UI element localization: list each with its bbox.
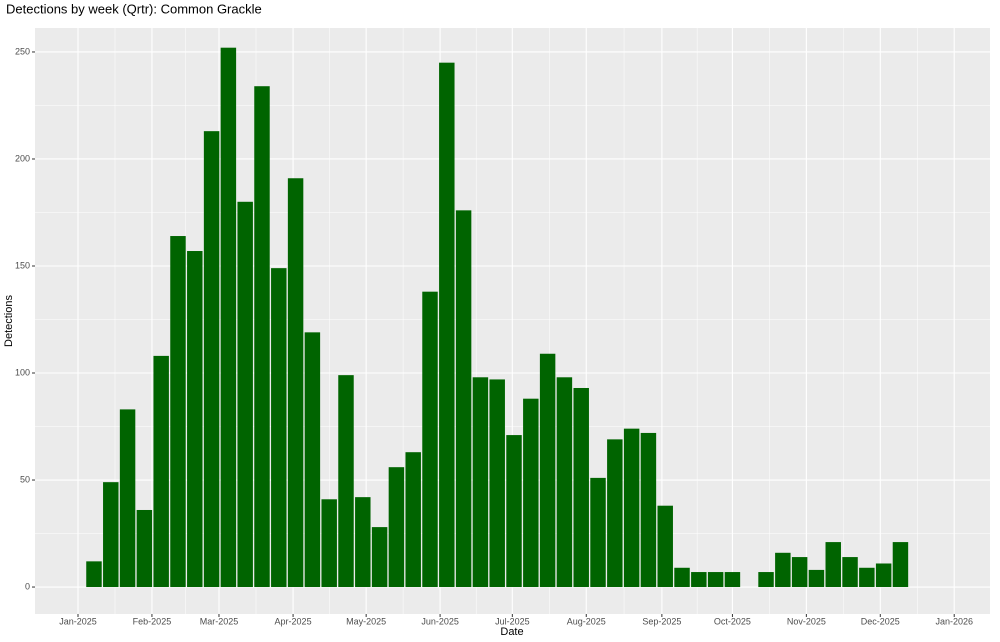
- y-tick-label: 200: [15, 153, 30, 163]
- bar: [254, 86, 270, 588]
- y-tick-label: 250: [15, 46, 30, 56]
- bar: [304, 332, 321, 588]
- x-tick-label: Jan-2025: [59, 616, 97, 626]
- bar: [539, 353, 556, 588]
- bar: [523, 398, 539, 588]
- bar: [691, 572, 707, 588]
- bar: [388, 467, 405, 588]
- x-tick-label: Mar-2025: [200, 616, 239, 626]
- y-tick-label: 50: [20, 474, 30, 484]
- bar: [875, 563, 892, 588]
- bar: [607, 439, 623, 588]
- x-tick-label: Feb-2025: [133, 616, 172, 626]
- bar: [405, 452, 421, 588]
- x-tick-label: Jul-2025: [495, 616, 530, 626]
- x-tick-label: Dec-2025: [861, 616, 900, 626]
- y-axis-label: Detections: [3, 295, 15, 347]
- bar: [573, 387, 589, 588]
- x-tick-label: Jun-2025: [421, 616, 459, 626]
- y-tick-label: 150: [15, 260, 30, 270]
- bar: [758, 572, 774, 588]
- x-axis-label: Date: [500, 626, 523, 638]
- bar: [707, 572, 724, 588]
- bar: [439, 62, 455, 588]
- bar: [791, 557, 808, 588]
- bar: [355, 497, 371, 588]
- bar: [153, 355, 169, 588]
- bar: [472, 377, 489, 588]
- bar: [271, 268, 287, 588]
- bar: [103, 482, 119, 588]
- chart-title: Detections by week (Qrtr): Common Grackl…: [6, 1, 262, 16]
- bar: [321, 499, 337, 588]
- bar: [287, 178, 304, 588]
- x-tick-label: Oct-2025: [714, 616, 751, 626]
- bar: [86, 561, 102, 588]
- bar: [455, 210, 472, 588]
- bar: [674, 567, 690, 588]
- bar: [422, 291, 438, 588]
- bar: [203, 131, 220, 588]
- x-tick-label: Sep-2025: [642, 616, 681, 626]
- bar: [506, 435, 522, 588]
- bar: [623, 428, 640, 588]
- bar: [220, 47, 237, 588]
- bar: [590, 477, 606, 588]
- x-tick-label: May-2025: [346, 616, 386, 626]
- bar: [170, 236, 186, 588]
- y-tick-label: 0: [25, 581, 30, 591]
- x-tick-label: Nov-2025: [787, 616, 826, 626]
- bar: [808, 569, 825, 588]
- bar: [640, 432, 657, 588]
- bar: [657, 505, 673, 588]
- bar: [136, 509, 153, 588]
- bar: [237, 201, 253, 588]
- bar: [775, 552, 791, 588]
- x-tick-label: Aug-2025: [567, 616, 606, 626]
- bar: [724, 572, 741, 588]
- bar: [338, 375, 354, 588]
- bar: [556, 377, 573, 588]
- bar: [859, 567, 875, 588]
- y-tick-label: 100: [15, 367, 30, 377]
- bar: [842, 557, 858, 588]
- bar: [119, 409, 136, 588]
- x-tick-label: Jan-2026: [935, 616, 973, 626]
- bar: [892, 542, 909, 588]
- bar: [825, 542, 841, 588]
- x-tick-label: Apr-2025: [275, 616, 312, 626]
- bar: [371, 527, 388, 588]
- bar: [187, 251, 203, 588]
- bar: [489, 379, 505, 588]
